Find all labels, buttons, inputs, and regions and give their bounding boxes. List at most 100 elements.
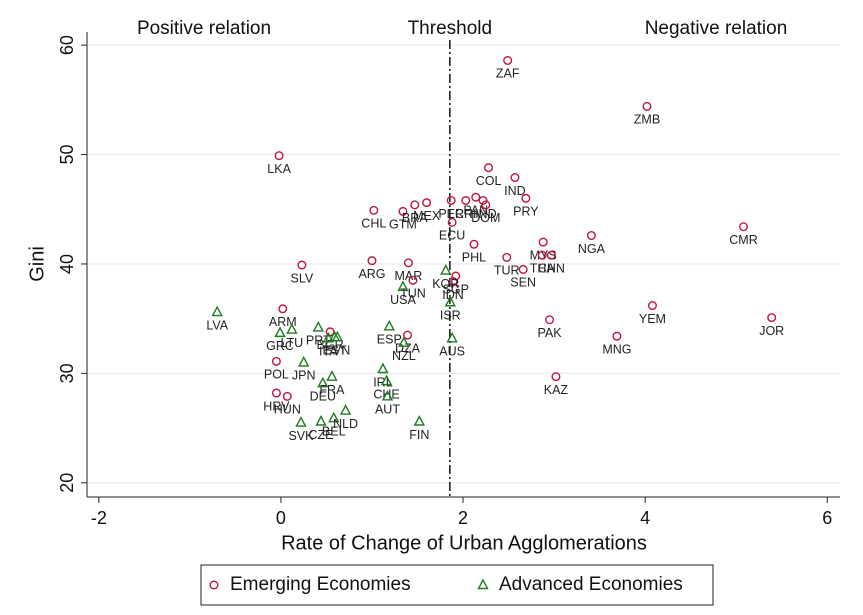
data-point bbox=[295, 416, 307, 427]
point-label: BEL bbox=[322, 425, 346, 439]
data-point bbox=[367, 256, 377, 266]
point-label: GTM bbox=[389, 218, 417, 232]
data-point bbox=[537, 250, 547, 260]
point-label: IDN bbox=[442, 288, 464, 302]
data-point bbox=[271, 356, 281, 366]
point-label: PHL bbox=[462, 251, 486, 265]
threshold-label: Threshold bbox=[408, 18, 493, 39]
data-point bbox=[469, 239, 479, 249]
data-point bbox=[586, 231, 596, 241]
data-point bbox=[422, 198, 432, 208]
data-point bbox=[211, 305, 223, 317]
data-point bbox=[274, 151, 284, 161]
y-tick-label: 40 bbox=[57, 254, 77, 274]
point-label: KAZ bbox=[544, 383, 569, 397]
annotation: Positive relation bbox=[137, 18, 271, 39]
point-label: ISR bbox=[440, 309, 461, 323]
x-tick-label: -2 bbox=[91, 508, 107, 528]
legend-label: Advanced Economies bbox=[499, 574, 683, 595]
point-label: CMR bbox=[729, 233, 757, 247]
data-point bbox=[446, 195, 456, 205]
point-label: CHL bbox=[361, 217, 386, 231]
point-label: MNG bbox=[602, 342, 631, 356]
annotation: Negative relation bbox=[645, 18, 788, 39]
data-point bbox=[403, 258, 413, 268]
data-point bbox=[380, 374, 393, 386]
data-point bbox=[209, 580, 219, 590]
point-label: USA bbox=[390, 293, 416, 307]
data-point bbox=[328, 411, 340, 423]
data-point bbox=[447, 217, 457, 227]
point-label: PRY bbox=[513, 205, 539, 219]
data-point bbox=[444, 295, 456, 307]
point-label: CZE bbox=[309, 428, 334, 442]
data-point bbox=[398, 206, 408, 216]
data-point bbox=[274, 326, 286, 338]
data-point bbox=[738, 222, 748, 232]
point-label: TUR bbox=[494, 264, 520, 278]
point-label: ZMB bbox=[634, 113, 660, 127]
point-label: SVK bbox=[288, 429, 314, 443]
data-point bbox=[510, 173, 520, 183]
data-point bbox=[298, 355, 310, 367]
data-point bbox=[398, 336, 410, 347]
x-tick-label: 2 bbox=[458, 508, 468, 528]
y-tick-label: 50 bbox=[57, 145, 77, 165]
point-label: SLV bbox=[291, 271, 314, 285]
point-label: PRT bbox=[306, 334, 331, 348]
data-point bbox=[521, 193, 531, 203]
x-tick-label: 4 bbox=[640, 508, 650, 528]
point-label: LKA bbox=[267, 162, 291, 176]
legend-box bbox=[200, 564, 714, 606]
data-point bbox=[451, 271, 461, 281]
data-point bbox=[484, 163, 494, 173]
point-label: FIN bbox=[409, 428, 429, 442]
point-label: LTU bbox=[281, 336, 304, 350]
y-axis-title: Gini bbox=[26, 246, 48, 282]
point-label: NGA bbox=[578, 242, 606, 256]
point-label: DEU bbox=[310, 390, 336, 404]
point-label: HND bbox=[470, 207, 497, 221]
data-point bbox=[369, 205, 379, 215]
data-point bbox=[278, 304, 288, 314]
point-label: LVA bbox=[206, 318, 228, 332]
data-point bbox=[481, 200, 491, 210]
point-label: IND bbox=[504, 184, 526, 198]
data-point bbox=[383, 319, 395, 331]
point-label: POL bbox=[264, 368, 289, 382]
point-label: ARM bbox=[269, 315, 297, 329]
point-label: CRI bbox=[455, 207, 477, 221]
data-point bbox=[767, 313, 777, 323]
data-point bbox=[397, 280, 409, 292]
x-tick-label: 0 bbox=[276, 508, 286, 528]
x-axis-title: Rate of Change of Urban Agglomerations bbox=[281, 532, 647, 554]
point-label: BRA bbox=[402, 211, 428, 225]
point-label: COL bbox=[476, 174, 502, 188]
point-label: MYS bbox=[530, 248, 557, 262]
point-label: ITA bbox=[319, 345, 338, 359]
data-point bbox=[503, 55, 513, 65]
data-point bbox=[408, 275, 418, 285]
point-label: SEN bbox=[510, 276, 536, 290]
data-point bbox=[410, 200, 420, 210]
data-point bbox=[381, 389, 394, 401]
data-point bbox=[518, 264, 528, 274]
data-point bbox=[271, 388, 281, 398]
data-point bbox=[612, 331, 622, 341]
data-point bbox=[339, 404, 352, 415]
data-point bbox=[331, 330, 344, 342]
point-label: ARG bbox=[358, 267, 385, 281]
point-label: AUS bbox=[439, 345, 465, 359]
data-point bbox=[377, 362, 389, 374]
point-label: ZAF bbox=[496, 67, 520, 81]
data-point bbox=[297, 260, 307, 270]
point-label: NZL bbox=[392, 349, 416, 363]
point-label: THA bbox=[530, 261, 556, 275]
data-point bbox=[413, 415, 426, 426]
point-label: YEM bbox=[639, 312, 666, 326]
data-point bbox=[642, 101, 652, 111]
data-point bbox=[312, 320, 324, 332]
point-label: JPN bbox=[292, 369, 316, 383]
data-point bbox=[448, 276, 458, 286]
